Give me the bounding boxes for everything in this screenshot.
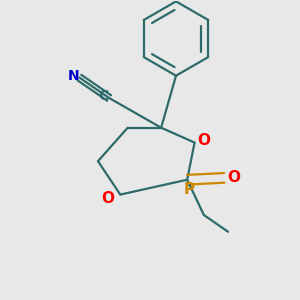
Text: N: N — [68, 69, 80, 83]
Text: O: O — [101, 191, 114, 206]
Text: O: O — [197, 133, 210, 148]
Text: P: P — [183, 182, 195, 196]
Text: O: O — [227, 170, 240, 185]
Text: C: C — [98, 89, 109, 103]
